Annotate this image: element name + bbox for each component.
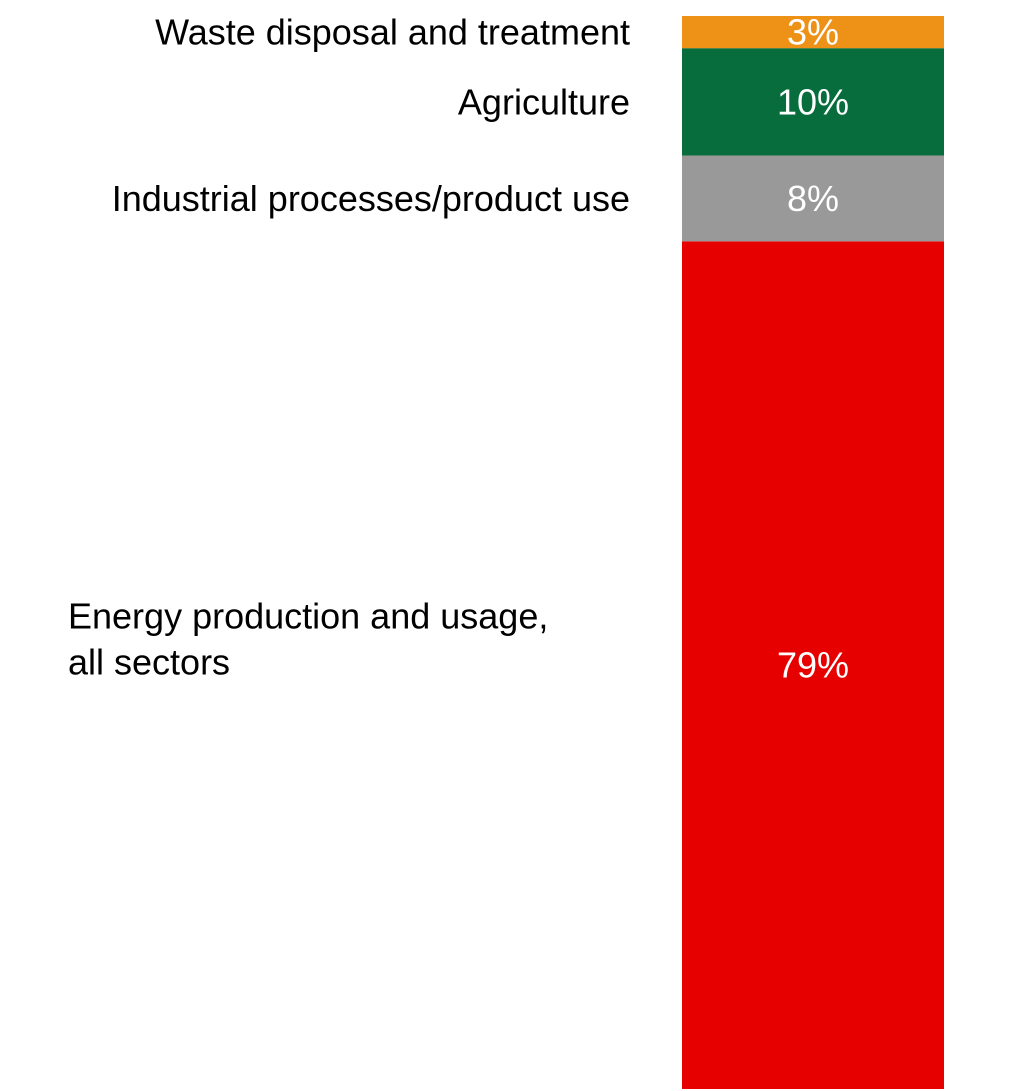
category-label-waste-disposal-and-treatment: Waste disposal and treatment [155, 12, 630, 53]
bar-segment-waste-disposal-and-treatment [682, 16, 944, 49]
value-label-energy-production-and-usage-all-sectors: 79% [777, 645, 849, 686]
value-label-waste-disposal-and-treatment: 3% [787, 12, 839, 53]
bar-segment-energy-production-and-usage-all-sectors [682, 241, 944, 1089]
value-label-agriculture: 10% [777, 81, 849, 122]
category-label-agriculture: Agriculture [458, 81, 630, 122]
category-label-industrial-processes-product-use: Industrial processes/product use [112, 178, 630, 219]
bar-segment-industrial-processes-product-use [682, 155, 944, 242]
category-labels: Energy production and usage, all sectors I… [68, 12, 630, 683]
value-label-industrial-processes-product-use: 8% [787, 178, 839, 219]
bar-segment-agriculture [682, 48, 944, 156]
value-labels: 79% 8% 10% 3% [777, 12, 849, 686]
category-label-energy-production-and-usage-all-sectors: Energy production and usage, all sectors [68, 596, 548, 683]
bar-segments [682, 16, 944, 1089]
